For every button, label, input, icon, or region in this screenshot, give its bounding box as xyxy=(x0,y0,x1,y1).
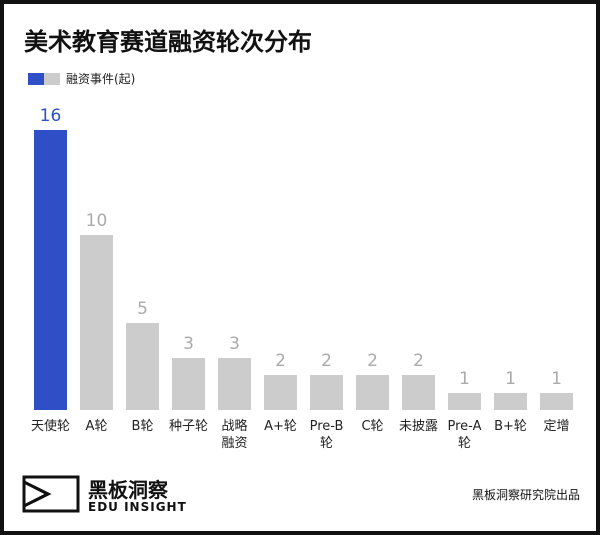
value-label: 1 xyxy=(459,368,470,389)
legend-swatch xyxy=(28,72,44,85)
value-label: 2 xyxy=(413,351,424,371)
x-tick-label: B+轮 xyxy=(494,419,527,434)
source: 黑板洞察研究院出品 xyxy=(471,488,580,502)
bar xyxy=(356,375,389,410)
x-tick-label: 定增 xyxy=(543,419,570,434)
value-label: 2 xyxy=(321,351,332,371)
chart-title: 美术教育赛道融资轮次分布 xyxy=(24,28,312,56)
x-tick-label: Pre-B轮 xyxy=(309,419,344,451)
x-tick-label: A+轮 xyxy=(264,419,297,434)
x-tick-label: 天使轮 xyxy=(30,419,70,434)
value-label: 2 xyxy=(367,351,378,371)
bar xyxy=(80,235,113,410)
legend-label: 融资事件(起) xyxy=(66,72,136,86)
bar xyxy=(126,322,159,410)
logo-text: 黑板洞察 xyxy=(88,478,168,502)
value-label: 16 xyxy=(39,106,62,126)
legend: 融资事件(起) xyxy=(28,70,135,87)
bar xyxy=(448,392,481,410)
value-label: 1 xyxy=(551,368,562,389)
legend-swatch xyxy=(44,72,60,85)
bar xyxy=(34,130,67,410)
x-tick-label: 未披露 xyxy=(398,419,438,434)
bar xyxy=(264,375,297,410)
bar xyxy=(310,375,343,410)
value-label: 10 xyxy=(85,211,108,231)
x-tick-label: 种子轮 xyxy=(168,419,208,434)
value-label: 3 xyxy=(183,333,194,354)
bar xyxy=(172,357,205,410)
bar xyxy=(494,392,527,410)
x-tick-label: B轮 xyxy=(131,419,154,434)
logo-subtext: EDU INSIGHT xyxy=(88,500,187,514)
value-label: 1 xyxy=(505,368,516,389)
value-label: 5 xyxy=(137,298,148,319)
bar xyxy=(218,357,251,410)
x-tick-label: 战略融资 xyxy=(221,419,248,451)
value-label: 2 xyxy=(275,351,286,371)
x-tick-label: C轮 xyxy=(361,419,384,434)
bar xyxy=(540,392,573,410)
bar xyxy=(402,375,435,410)
x-tick-label: Pre-A轮 xyxy=(447,419,482,451)
value-label: 3 xyxy=(229,333,240,354)
logo-icon xyxy=(22,475,80,513)
x-tick-label: A轮 xyxy=(85,419,108,434)
